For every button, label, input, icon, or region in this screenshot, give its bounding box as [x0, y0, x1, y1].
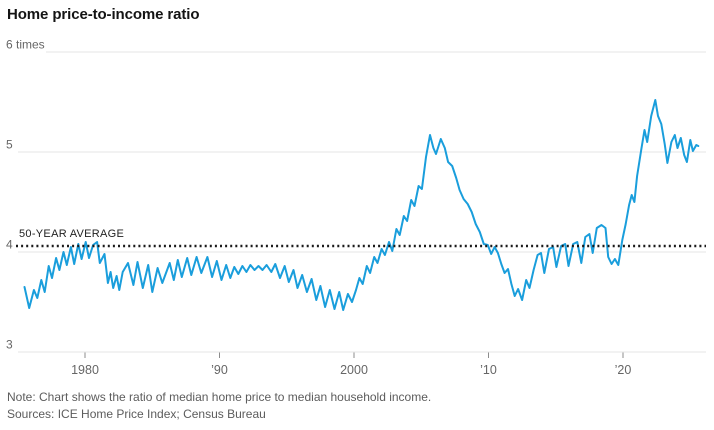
- chart-note: Note: Chart shows the ratio of median ho…: [7, 390, 432, 404]
- x-axis-label-2020: ’20: [615, 363, 632, 377]
- home-price-income-line-chart: 6 times 5 4 3 1980 ’90 2000 ’10 ’20 50-YEAR AVERA…: [6, 38, 706, 377]
- x-axis-label-1980: 1980: [71, 363, 99, 377]
- x-axis-label-2010: ’10: [480, 363, 497, 377]
- fifty-year-average-label: 50-YEAR AVERAGE: [19, 228, 124, 240]
- y-axis-label-5: 5: [6, 138, 13, 152]
- chart-sources: Sources: ICE Home Price Index; Census Bu…: [7, 407, 266, 421]
- y-axis-label-3: 3: [6, 338, 13, 352]
- x-axis-label-2000: 2000: [340, 363, 368, 377]
- y-axis-label-6: 6 times: [6, 38, 45, 52]
- x-axis-label-1990: ’90: [211, 363, 228, 377]
- y-axis-label-4: 4: [6, 238, 13, 252]
- chart-title: Home price-to-income ratio: [7, 6, 200, 23]
- price-to-income-ratio-line: [23, 99, 700, 311]
